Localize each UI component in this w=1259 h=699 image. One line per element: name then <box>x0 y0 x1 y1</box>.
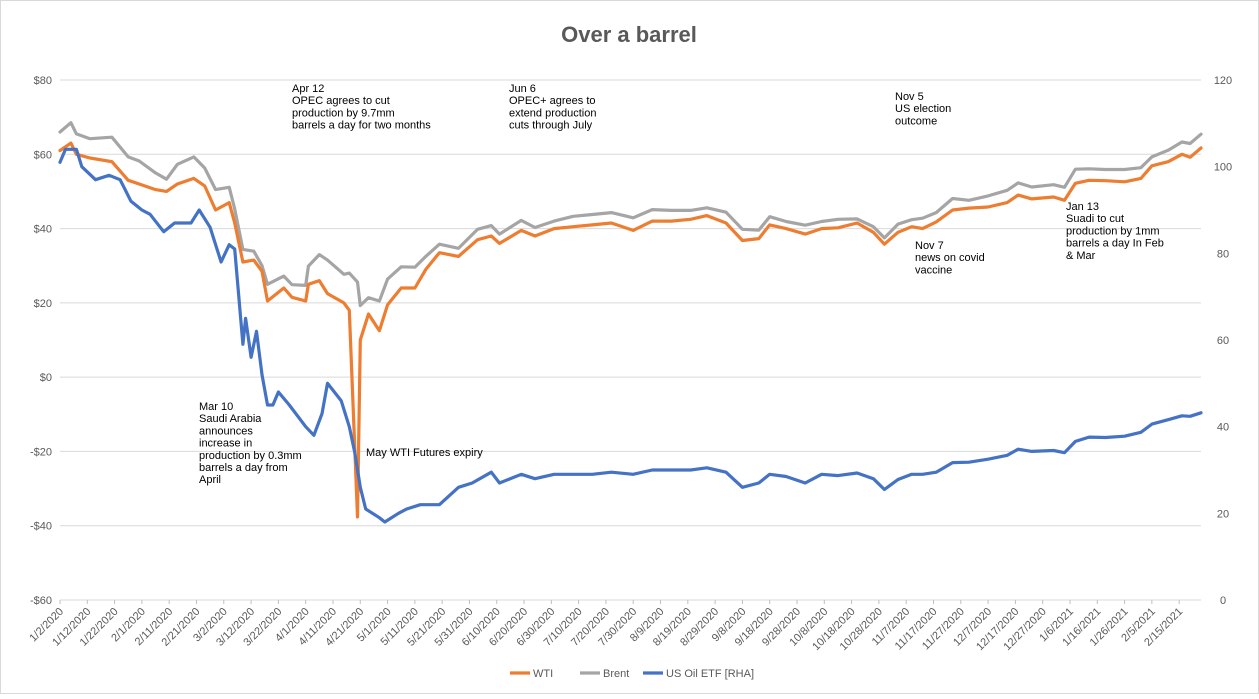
annotation-text: May WTI Futures expiry <box>366 447 483 459</box>
annotation-text: OPEC agrees to cut <box>292 95 390 107</box>
left-axis-tick-label: -$40 <box>30 521 52 533</box>
right-axis-tick-label: 80 <box>1217 248 1229 260</box>
series-line-brent <box>58 121 1203 308</box>
annotation-text: Saudi Arabia <box>199 413 262 425</box>
annotation-text: vaccine <box>915 264 952 276</box>
annotation-text: OPEC+ agrees to <box>509 95 596 107</box>
annotation-text: news on covid <box>915 252 985 264</box>
annotation-text: outcome <box>895 115 937 127</box>
left-axis-tick-label: $40 <box>34 224 52 236</box>
annotation-text: announces <box>199 425 253 437</box>
left-axis-tick-label: -$20 <box>30 446 52 458</box>
left-axis-tick-label: $0 <box>40 372 52 384</box>
right-axis-tick-label: 60 <box>1217 335 1229 347</box>
legend: WTI Brent US Oil ETF [RHA] <box>510 668 754 680</box>
annotation-text: & Mar <box>1066 250 1096 262</box>
annotation-text: Mar 10 <box>199 401 233 413</box>
annotation-text: Apr 12 <box>292 83 324 95</box>
chart-title: Over a barrel <box>561 22 697 47</box>
annotation-text: increase in <box>199 438 252 450</box>
right-axis-tick-label: 120 <box>1214 75 1232 87</box>
left-axis-tick-label: -$60 <box>30 595 52 607</box>
annotation-text: production by 0.3mm <box>199 450 302 462</box>
annotation-text: April <box>199 474 221 486</box>
legend-label: WTI <box>533 668 553 680</box>
right-axis-ticks: 0 20 40 60 80 100 120 <box>1214 75 1232 607</box>
annotation-text: Nov 7 <box>915 240 944 252</box>
annotation-text: US election <box>895 103 951 115</box>
series-line-wti <box>58 141 1203 519</box>
right-axis-tick-label: 40 <box>1217 422 1229 434</box>
annotation-text: cuts through July <box>509 120 593 132</box>
right-axis-tick-label: 20 <box>1217 508 1229 520</box>
annotation-text: production by 1mm <box>1066 225 1160 237</box>
annotation-text: Jun 6 <box>509 83 536 95</box>
legend-label: Brent <box>603 668 629 680</box>
right-axis-tick-label: 0 <box>1220 595 1226 607</box>
annotation-text: Suadi to cut <box>1066 213 1124 225</box>
right-axis-tick-label: 100 <box>1214 162 1232 174</box>
left-axis-ticks: -$60 -$40 -$20 $0 $20 $40 $60 $80 <box>30 75 52 607</box>
annotation-text: Nov 5 <box>895 91 924 103</box>
left-axis-tick-label: $20 <box>34 298 52 310</box>
annotation-text: production by 9.7mm <box>292 107 395 119</box>
series-lines <box>58 121 1203 524</box>
left-axis-tick-label: $80 <box>34 75 52 87</box>
series-line-us-oil-etf-rha <box>58 147 1203 524</box>
annotation-text: barrels a day In Feb <box>1066 238 1164 250</box>
left-axis-tick-label: $60 <box>34 149 52 161</box>
annotation-text: extend production <box>509 107 596 119</box>
annotation-text: barrels a day from <box>199 462 288 474</box>
annotation-text: Jan 13 <box>1066 201 1099 213</box>
legend-label: US Oil ETF [RHA] <box>666 668 754 680</box>
annotation-text: barrels a day for two months <box>292 120 431 132</box>
